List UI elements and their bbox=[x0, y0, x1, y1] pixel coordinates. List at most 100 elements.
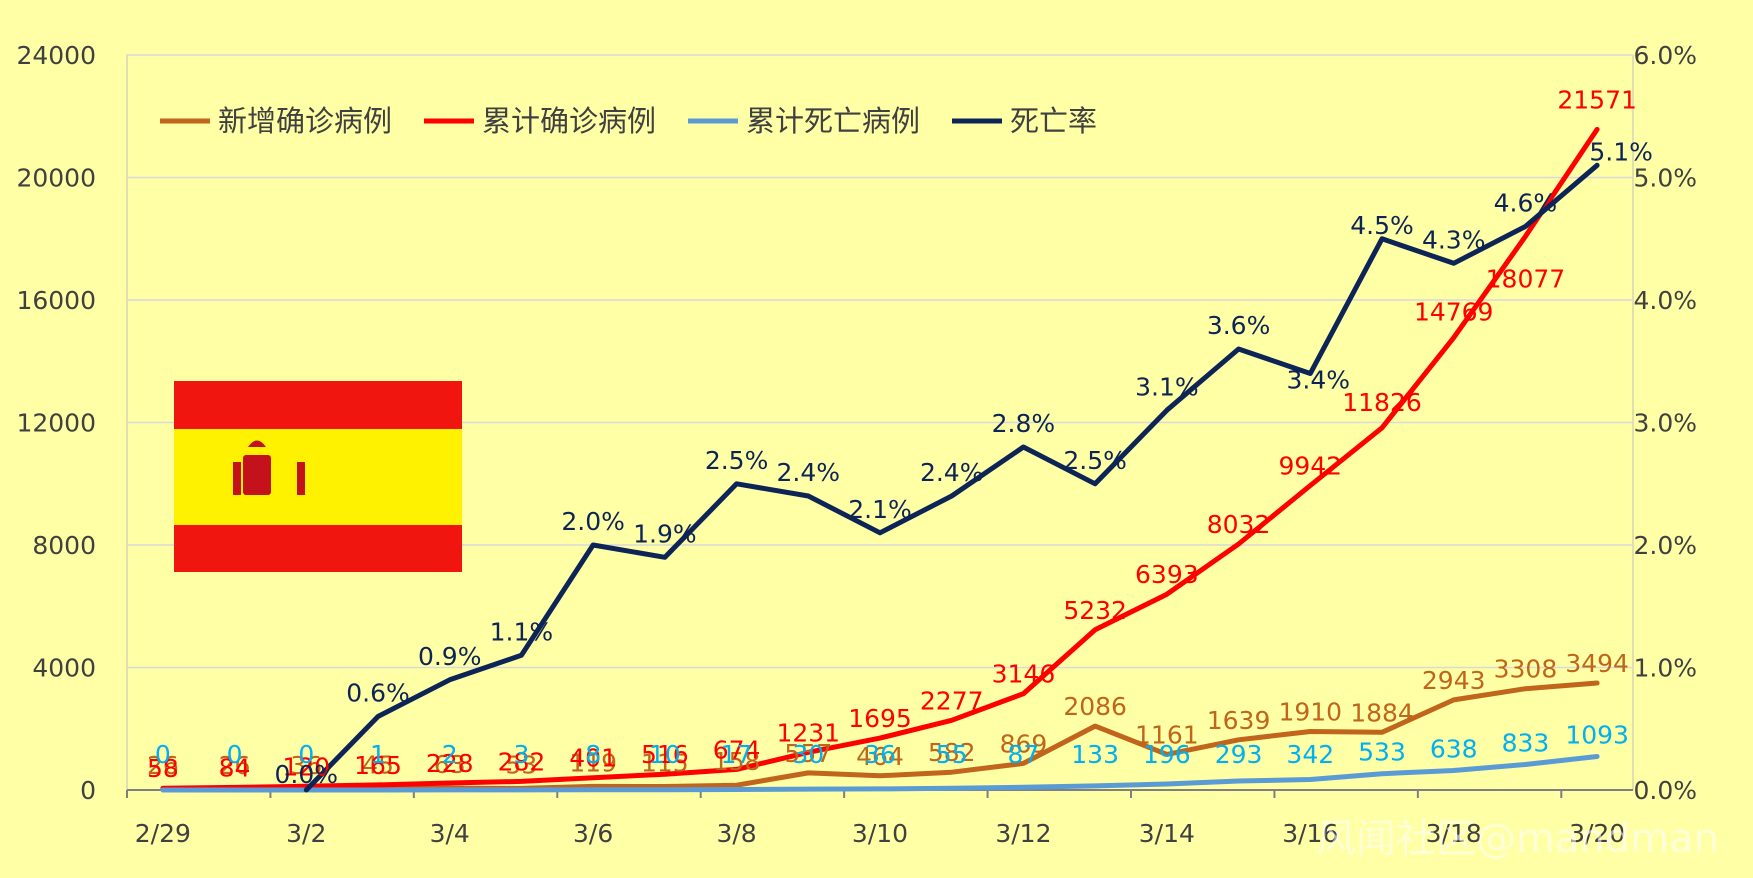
data-label: 18077 bbox=[1486, 264, 1566, 293]
coat-of-arms-icon bbox=[233, 440, 305, 495]
data-label: 5.1% bbox=[1589, 137, 1653, 166]
data-label: 2.4% bbox=[777, 458, 841, 487]
x-tick-label: 3/4 bbox=[430, 819, 470, 848]
data-label: 2 bbox=[442, 740, 458, 769]
data-label: 0 bbox=[227, 740, 243, 769]
data-label: 30 bbox=[792, 740, 824, 769]
data-label: 516 bbox=[641, 740, 689, 769]
data-label: 4.5% bbox=[1350, 211, 1414, 240]
y-right-tick-label: 4.0% bbox=[1633, 286, 1697, 315]
spain-flag bbox=[174, 381, 462, 572]
data-label: 533 bbox=[1358, 738, 1406, 767]
y-right-tick-label: 1.0% bbox=[1633, 654, 1697, 683]
y-left-tick-label: 16000 bbox=[16, 286, 96, 315]
data-label: 0 bbox=[155, 740, 171, 769]
data-label: 2.0% bbox=[561, 507, 625, 536]
x-tick-label: 3/8 bbox=[716, 819, 756, 848]
data-label: 228 bbox=[426, 749, 474, 778]
data-label: 6393 bbox=[1135, 560, 1199, 589]
data-label: 4.3% bbox=[1422, 225, 1486, 254]
data-label: 120 bbox=[282, 752, 330, 781]
y-left-tick-label: 4000 bbox=[32, 654, 96, 683]
y-right-tick-label: 2.0% bbox=[1633, 531, 1697, 560]
data-label: 869 bbox=[1000, 729, 1048, 758]
data-label: 165 bbox=[354, 751, 402, 780]
data-label: 3.4% bbox=[1287, 366, 1351, 395]
data-label: 5232 bbox=[1063, 596, 1127, 625]
data-label: 58 bbox=[147, 754, 179, 783]
data-label: 2277 bbox=[920, 686, 984, 715]
data-label: 0 bbox=[298, 740, 314, 769]
x-tick-label: 3/18 bbox=[1426, 819, 1482, 848]
data-label: 1093 bbox=[1565, 721, 1629, 750]
data-label: 45 bbox=[362, 751, 394, 780]
data-label: 2.5% bbox=[705, 446, 769, 475]
data-label: 11826 bbox=[1342, 388, 1422, 417]
x-tick-label: 3/16 bbox=[1282, 819, 1338, 848]
data-label: 833 bbox=[1502, 728, 1550, 757]
data-label: 8032 bbox=[1207, 510, 1271, 539]
data-label: 158 bbox=[713, 747, 761, 776]
data-label: 1 bbox=[370, 740, 386, 769]
data-label: 196 bbox=[1143, 740, 1191, 769]
data-label: 26 bbox=[147, 751, 179, 780]
data-label: 2.8% bbox=[992, 409, 1056, 438]
legend-label: 死亡率 bbox=[1010, 104, 1097, 138]
legend-label: 新增确诊病例 bbox=[218, 104, 392, 138]
y-left-tick-label: 8000 bbox=[32, 531, 96, 560]
data-label: 119 bbox=[569, 748, 617, 777]
x-tick-label: 2/29 bbox=[135, 819, 191, 848]
y-right-tick-label: 6.0% bbox=[1633, 41, 1697, 70]
data-label: 342 bbox=[1286, 740, 1334, 769]
data-label: 3 bbox=[513, 740, 529, 769]
series-line bbox=[303, 162, 1600, 793]
data-label: 133 bbox=[1071, 740, 1119, 769]
data-label: 14769 bbox=[1414, 298, 1494, 327]
data-label: 84 bbox=[219, 753, 251, 782]
data-label: 293 bbox=[1215, 740, 1263, 769]
data-label: 1884 bbox=[1350, 698, 1414, 727]
watermark: 风闻社区@mandman bbox=[1316, 816, 1719, 862]
data-label: 464 bbox=[856, 742, 904, 771]
data-label: 3308 bbox=[1494, 655, 1558, 684]
data-label: 3146 bbox=[992, 660, 1056, 689]
data-label: 55 bbox=[936, 740, 968, 769]
y-right-tick-label: 3.0% bbox=[1633, 409, 1697, 438]
data-label: 2.4% bbox=[920, 458, 984, 487]
data-label: 10 bbox=[649, 740, 681, 769]
data-label: 1.9% bbox=[633, 519, 697, 548]
data-label: 3.6% bbox=[1207, 311, 1271, 340]
series-lines bbox=[160, 126, 1600, 793]
series-line bbox=[160, 754, 1600, 793]
data-label: 63 bbox=[434, 750, 466, 779]
data-label: 401 bbox=[569, 744, 617, 773]
data-label: 4.6% bbox=[1494, 189, 1558, 218]
data-label: 557 bbox=[784, 739, 832, 768]
data-label: 3.1% bbox=[1135, 372, 1199, 401]
data-label: 1.1% bbox=[490, 617, 554, 646]
x-tick-label: 3/2 bbox=[286, 819, 326, 848]
data-label: 674 bbox=[713, 735, 761, 764]
y-left-tick-label: 0 bbox=[80, 776, 96, 805]
data-label: 87 bbox=[1008, 740, 1040, 769]
x-tick-label: 3/6 bbox=[573, 819, 613, 848]
data-label: 582 bbox=[928, 738, 976, 767]
data-labels: 26 26 36 45 63 53 119 115 158 557 464 582 8692086116… bbox=[147, 85, 1653, 789]
data-label: 36 bbox=[290, 751, 322, 780]
data-label: 282 bbox=[498, 747, 546, 776]
data-label: 0.0% bbox=[275, 760, 339, 789]
data-label: 9942 bbox=[1278, 452, 1342, 481]
data-label: 1695 bbox=[848, 704, 912, 733]
data-label: 21571 bbox=[1557, 85, 1637, 114]
data-label: 1231 bbox=[776, 718, 840, 747]
data-label: 1910 bbox=[1278, 698, 1342, 727]
data-label: 3494 bbox=[1565, 649, 1629, 678]
data-label: 53 bbox=[506, 750, 538, 779]
data-label: 2943 bbox=[1422, 666, 1486, 695]
legend-label: 累计确诊病例 bbox=[482, 104, 656, 138]
y-right-tick-label: 5.0% bbox=[1633, 164, 1697, 193]
y-right-tick-label: 0.0% bbox=[1633, 776, 1697, 805]
data-label: 17 bbox=[721, 740, 753, 769]
data-label: 638 bbox=[1430, 734, 1478, 763]
